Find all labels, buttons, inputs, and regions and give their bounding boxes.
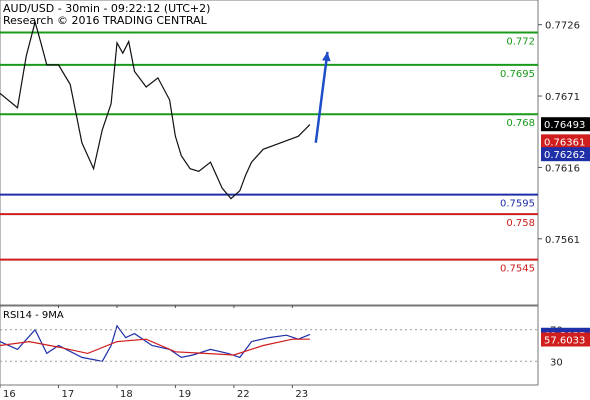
x-tick-label: 22 — [237, 389, 250, 400]
x-tick-label: 16 — [3, 389, 16, 400]
price-tag-label: 0.76493 — [544, 120, 585, 131]
price-plot — [0, 19, 331, 200]
price-y-tick-label: 0.7616 — [545, 163, 580, 174]
price-tag-box — [541, 134, 590, 149]
rsi-tag-box — [541, 332, 590, 347]
rsi-tag-label: 57.6033 — [544, 335, 585, 346]
price-series-line — [0, 19, 311, 200]
price-level-lines: 0.772 0.7695 0.768 0.7595 0.758 0.7545 — [0, 31, 538, 275]
chart-subtitle: Research © 2016 TRADING CENTRAL — [3, 14, 208, 27]
level-label: 0.7695 — [500, 69, 535, 80]
rsi-tags: 63.585757.6033 — [541, 327, 590, 347]
level-label: 0.758 — [506, 218, 535, 229]
level-label: 0.7595 — [500, 199, 535, 210]
x-tick-label: 18 — [120, 389, 133, 400]
price-y-axis: 0.7726 0.7671 0.7616 0.7561 — [538, 21, 580, 246]
rsi-panel-title: RSI14 - 9MA — [3, 310, 64, 321]
rsi-y-tick-label: 30 — [550, 357, 563, 368]
level-label: 0.772 — [506, 36, 535, 47]
price-tag-box — [541, 147, 590, 162]
x-axis: 16 17 18 19 22 23 — [0, 305, 308, 400]
forecast-arrow-shaft — [314, 51, 329, 143]
price-tag-label: 0.76262 — [544, 150, 585, 161]
rsi-line — [0, 324, 311, 362]
price-y-tick-label: 0.7726 — [545, 21, 580, 32]
price-y-tick-label: 0.7561 — [545, 235, 580, 246]
x-tick-label: 23 — [295, 389, 308, 400]
price-tag-label: 0.76361 — [544, 137, 585, 148]
forecast-arrow-head — [322, 51, 331, 62]
level-label: 0.768 — [506, 118, 535, 129]
rsi-ma-line — [0, 338, 310, 356]
x-tick-label: 19 — [178, 389, 191, 400]
level-label: 0.7545 — [500, 264, 535, 275]
price-tag-box — [541, 117, 590, 132]
price-y-tick-label: 0.7671 — [545, 92, 580, 103]
x-tick-label: 17 — [61, 389, 74, 400]
rsi-plot — [0, 324, 311, 362]
price-tags: 0.76493 0.76361 0.76262 — [541, 117, 590, 162]
chart-title: AUD/USD - 30min - 09:22:12 (UTC+2) — [3, 2, 210, 15]
